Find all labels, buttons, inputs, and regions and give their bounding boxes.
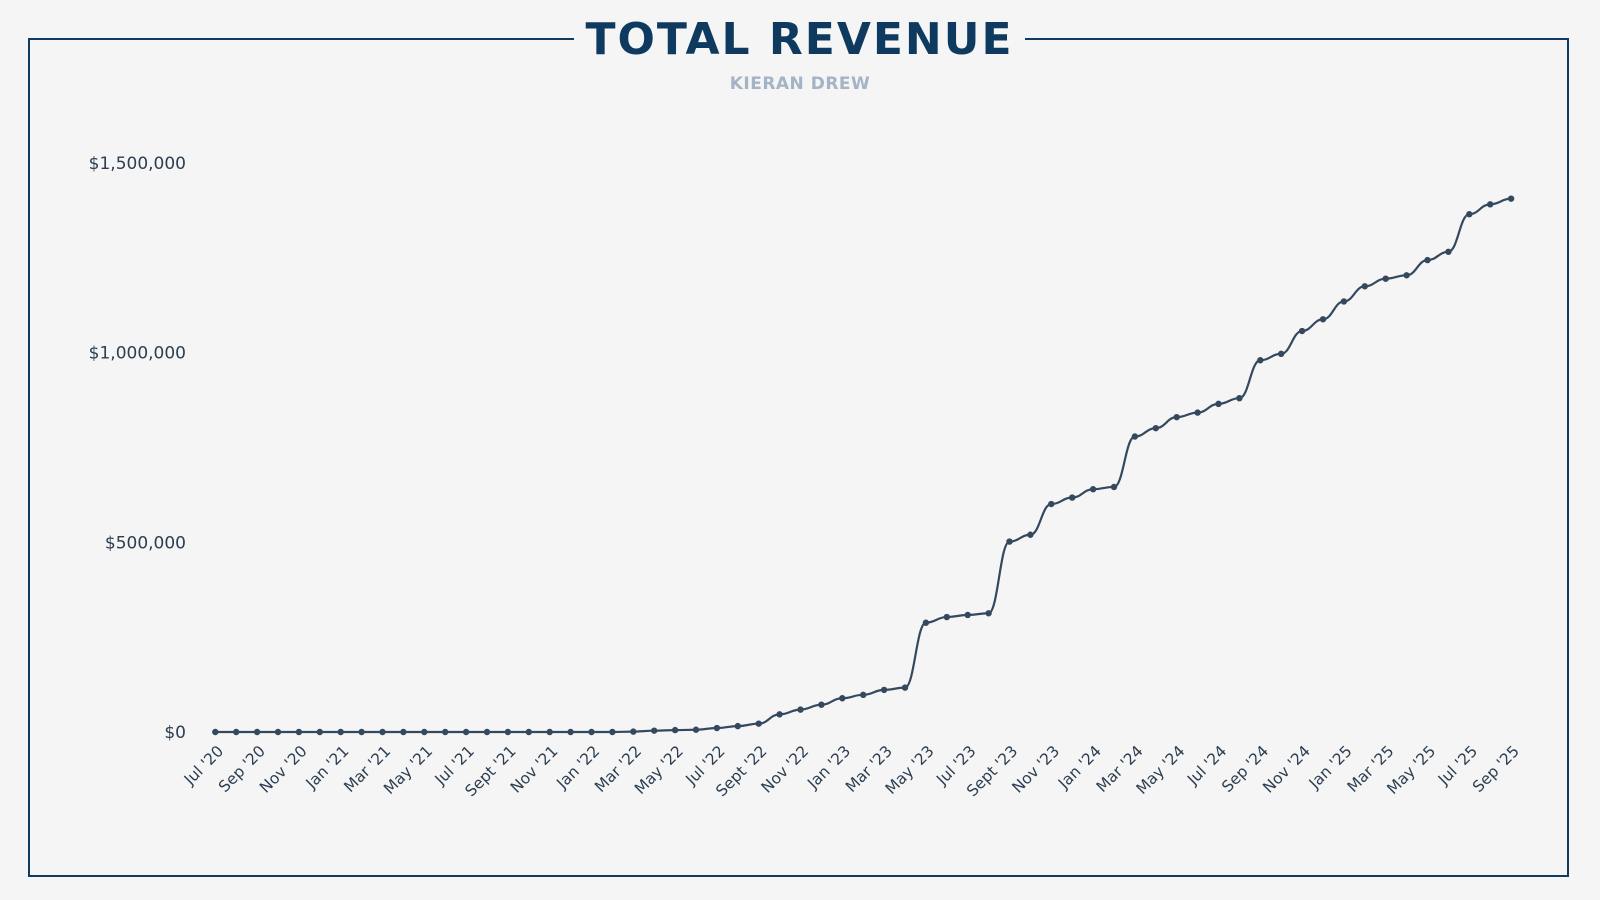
data-point: Dec '20: 0 (316, 728, 323, 736)
data-point: Mar '25: 1195000 (1382, 275, 1389, 282)
data-point: Aug '22: 15500 (734, 722, 741, 730)
data-point: Apr '25: 1204000 (1403, 272, 1410, 279)
data-point: Aug '23: 313000 (985, 610, 992, 617)
data-point: Nov '22: 59000 (797, 706, 804, 713)
chart-title: TOTAL REVENUE (585, 14, 1014, 65)
data-point: Jun '23: 303000 (943, 613, 950, 621)
x-tick-label: Sep '25 (1469, 742, 1523, 796)
data-point: Jan '23: 89000 (839, 695, 846, 702)
data-point: Jan '22: 0 (588, 728, 595, 736)
data-point: Apr '22: 3500 (651, 727, 658, 734)
data-point: Apr '21: 0 (400, 728, 407, 736)
data-point: Feb '21: 0 (358, 728, 365, 736)
revenue-line (215, 197, 1512, 734)
data-point: Jun '24: 842000 (1194, 409, 1201, 416)
data-point: Jul '25: 1365000 (1466, 211, 1473, 218)
data-point: May '25: 1244000 (1424, 256, 1431, 264)
data-point: Sep '20: 0 (253, 728, 261, 736)
data-point: May '21: 0 (421, 728, 428, 736)
data-point: Jan '25: 1135000 (1340, 298, 1348, 305)
data-point: Dec '22: 72000 (818, 701, 825, 708)
data-point: Jun '22: 6000 (692, 726, 700, 733)
data-point: Mar '24: 779000 (1131, 433, 1139, 440)
data-point: Jun '25: 1266000 (1445, 248, 1452, 255)
data-point: Jul '24: 865000 (1215, 400, 1222, 408)
data-point: Aug '25: 1391000 (1487, 201, 1494, 208)
data-point: Feb '22: 0 (609, 728, 616, 736)
data-point: Oct '22: 46500 (776, 711, 783, 718)
chart-subtitle: KIERAN DREW (729, 74, 871, 94)
data-point: Nov '23: 601000 (1048, 500, 1055, 508)
data-point: Sept '21: 0 (504, 728, 512, 736)
y-tick-label: $0 (164, 723, 186, 743)
data-point: Nov '21: 0 (546, 728, 553, 736)
data-point: Jul '22: 10500 (713, 724, 721, 732)
data-point: Dec '23: 618000 (1069, 494, 1076, 501)
data-point: Sep '25: 1406000 (1507, 195, 1515, 202)
data-point: Dec '21: 0 (567, 728, 574, 736)
data-point: Apr '23: 117000 (901, 684, 909, 691)
data-point: Sept '23: 502000 (1006, 538, 1013, 545)
data-point: Jul '20: 0 (212, 728, 219, 736)
data-point: Sept '22: 22000 (755, 720, 762, 727)
data-point: Sep '24: 980000 (1257, 357, 1264, 364)
data-point: Feb '23: 98000 (860, 691, 867, 699)
data-point: Nov '24: 1057000 (1298, 327, 1306, 335)
data-point: Oct '21: 0 (525, 728, 532, 736)
data-points: Jul '20: 0 Aug '20: 0 Sep '20: 0 Oct '20: 0… (212, 195, 1515, 736)
data-point: Jan '21: 0 (337, 728, 344, 736)
y-axis: $0 $500,000 $1,000,000 $1,500,000 (89, 154, 186, 743)
title-backdrop: TOTAL REVENUE (574, 10, 1025, 70)
data-point: Oct '20: 0 (274, 728, 282, 736)
data-point: Aug '20: 0 (233, 728, 240, 736)
y-tick-label: $1,500,000 (89, 154, 186, 174)
data-point: Oct '23: 520000 (1027, 531, 1034, 538)
data-point: Oct '24: 997000 (1278, 350, 1285, 358)
data-point: Mar '22: 1000 (630, 728, 637, 735)
data-point: Nov '20: 0 (295, 728, 303, 736)
data-point: Mar '21: 0 (379, 728, 386, 736)
data-point: Aug '21: 0 (483, 728, 491, 736)
data-point: Jan '24: 640000 (1089, 486, 1097, 493)
data-point: Jul '21: 0 (462, 728, 470, 736)
data-point: Feb '24: 646000 (1110, 483, 1118, 491)
data-point: May '24: 830000 (1173, 413, 1180, 421)
data-point: May '23: 288000 (922, 619, 930, 626)
y-tick-label: $1,000,000 (89, 344, 186, 364)
data-point: Jul '23: 308500 (964, 611, 971, 619)
data-point: May '22: 5000 (671, 726, 679, 734)
data-point: Mar '23: 111000 (880, 686, 888, 694)
data-point: Dec '24: 1088000 (1319, 316, 1327, 323)
data-point: Aug '24: 880000 (1236, 394, 1243, 402)
data-point: Jun '21: 0 (442, 728, 449, 736)
data-point: Apr '24: 801000 (1152, 424, 1160, 432)
y-tick-label: $500,000 (105, 533, 186, 553)
data-point: Feb '25: 1175000 (1361, 283, 1369, 290)
